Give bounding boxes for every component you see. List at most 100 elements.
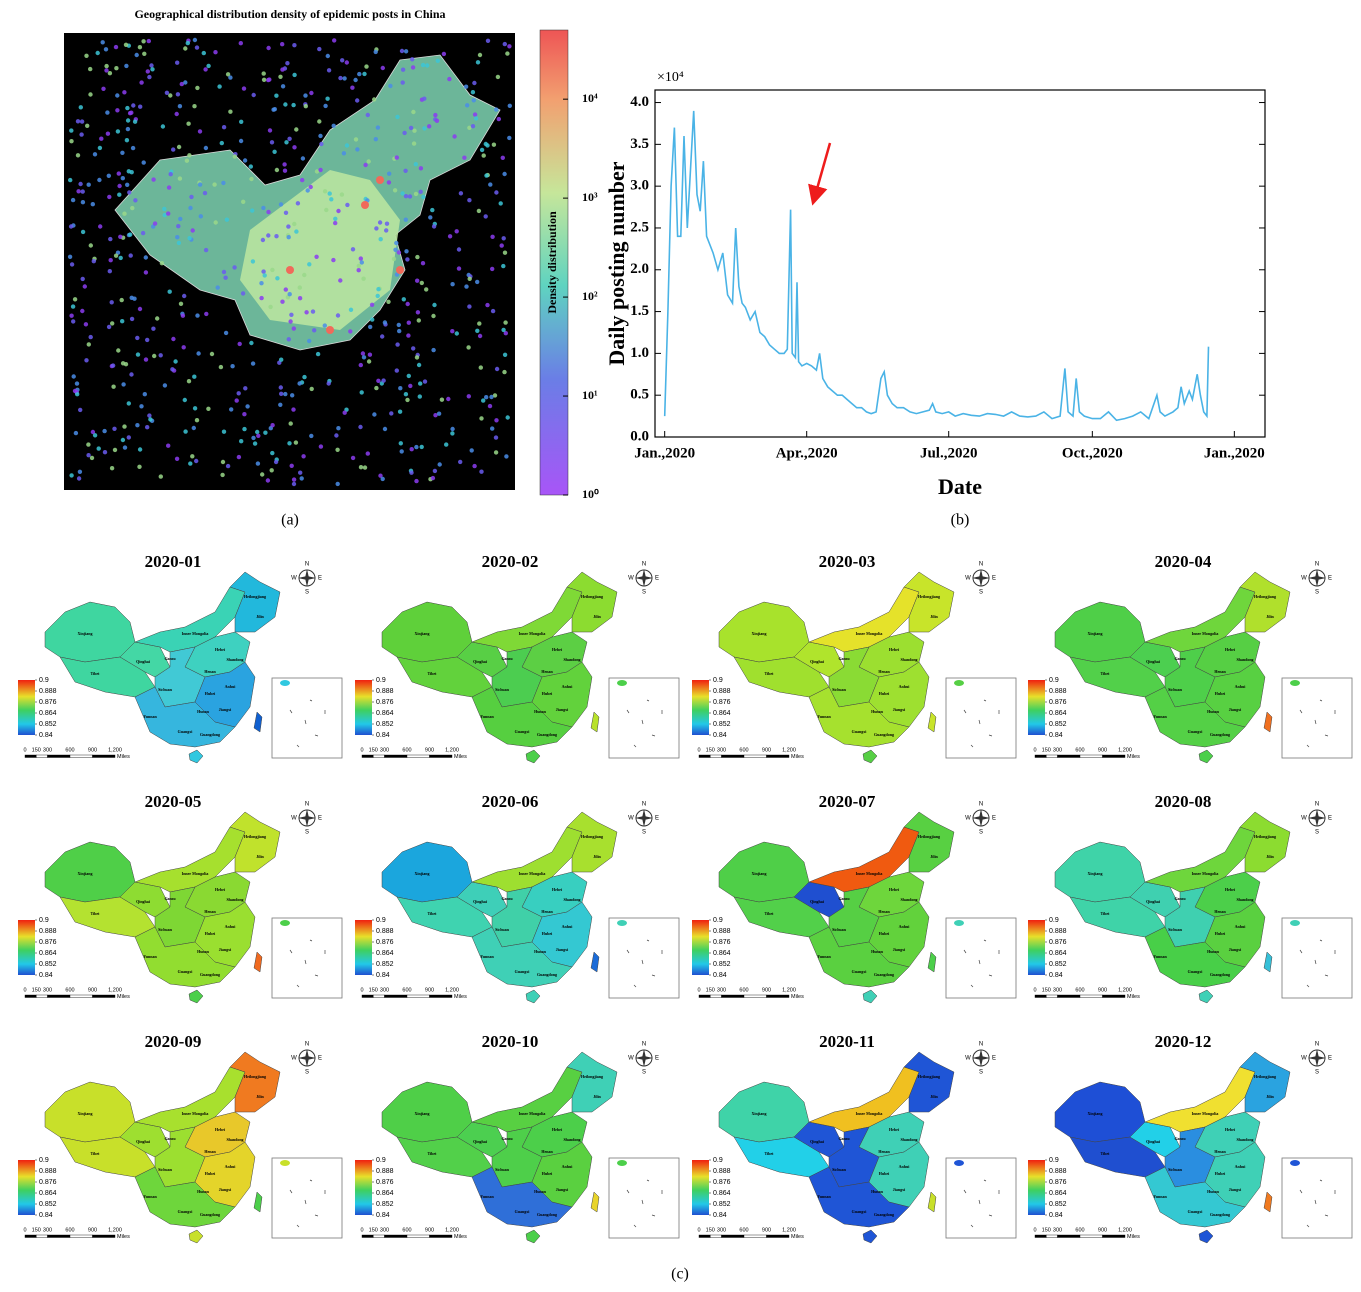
legend-tick-label: 0.852 (39, 961, 57, 968)
density-hex (499, 243, 504, 248)
density-hex (270, 423, 275, 428)
province-label: Heilongjiang (244, 594, 266, 599)
density-hex (137, 464, 142, 469)
density-hex (507, 135, 512, 141)
density-hex (188, 461, 193, 466)
province-label: Heilongjiang (1254, 834, 1276, 839)
density-hex (323, 103, 328, 109)
density-hex (195, 313, 200, 318)
map-region (1144, 1166, 1246, 1228)
density-hex (376, 287, 381, 292)
density-hex (396, 250, 402, 255)
legend-tick-label: 0.864 (39, 710, 57, 717)
density-hex (495, 74, 501, 80)
province-label: Hunan (871, 1189, 884, 1194)
density-hex (325, 96, 330, 101)
scale-label: 0 (360, 1227, 363, 1233)
scale-label: 300 (380, 987, 389, 993)
density-hex (395, 114, 400, 120)
scale-label: 300 (717, 987, 726, 993)
colorbar-tick-label: 10⁴ (582, 91, 598, 105)
scale-label: 0 (1033, 987, 1036, 993)
density-hex (250, 208, 255, 213)
density-hex (417, 394, 422, 399)
province-label: Jilin (930, 1094, 938, 1099)
scale-label: 300 (1053, 1227, 1062, 1233)
scale-label: 150 (706, 987, 715, 993)
scale-segment (69, 754, 93, 758)
province-label: Qinghai (1146, 899, 1161, 904)
inset-islands (626, 699, 663, 748)
density-hex (335, 447, 340, 452)
province-label: Xinjiang (78, 871, 93, 876)
density-hex (122, 424, 127, 429)
map-region (862, 749, 878, 764)
map-title: 2020-04 (1155, 552, 1212, 571)
province-label: Qinghai (473, 1139, 488, 1144)
density-hex (125, 118, 131, 123)
density-hex (475, 279, 480, 285)
scale-segment (1046, 994, 1058, 998)
province-label: Jilin (1266, 854, 1274, 859)
legend-tick-label: 0.9 (713, 1157, 723, 1164)
compass-star (635, 1049, 653, 1067)
density-hex (324, 207, 329, 213)
province-label: Xinjiang (1088, 1111, 1103, 1116)
scale-label: 300 (717, 1227, 726, 1233)
density-hex (498, 201, 503, 206)
compass-letter: E (992, 576, 996, 582)
map-title: 2020-10 (482, 1032, 539, 1051)
province-label: Shandong (1236, 1137, 1253, 1142)
scale-label: 150 (32, 987, 41, 993)
density-hex (447, 234, 453, 239)
compass-letter: E (318, 576, 322, 582)
density-hex (472, 463, 477, 469)
province-label: Guangdong (200, 972, 220, 977)
density-hex (116, 171, 122, 176)
density-hex (175, 235, 180, 240)
province-label: Guangdong (874, 732, 894, 737)
density-hex (88, 92, 93, 97)
province-label: Hebei (889, 1127, 900, 1132)
china-map: Xinjiang Tibet Qinghai Inner Mongolia Heilon… (381, 1051, 618, 1244)
compass-letter: N (642, 562, 646, 568)
density-hex (177, 176, 183, 181)
density-hex (183, 429, 188, 434)
density-hex (103, 47, 109, 52)
province-label: Xinjiang (752, 871, 767, 876)
density-hex (189, 194, 194, 200)
inset-box (271, 917, 343, 999)
scale-unit: Miles (791, 1234, 804, 1240)
density-hex (368, 324, 373, 330)
scale-label: 1,200 (108, 987, 122, 993)
density-hex (470, 124, 476, 129)
scale-label: 600 (65, 747, 74, 753)
scale-label: 600 (65, 1227, 74, 1233)
y-tick-label: 2.5 (630, 219, 649, 235)
scale-segment (698, 754, 711, 758)
inset-land (954, 1160, 964, 1166)
province-label: Hebei (552, 887, 563, 892)
density-hex (88, 334, 93, 340)
density-hex (274, 234, 279, 239)
legend-tick-label: 0.888 (39, 1168, 57, 1175)
province-label: Gansu (501, 656, 513, 661)
scale-label: 150 (1042, 747, 1051, 753)
scale-segment (69, 1234, 93, 1238)
scale-label: 900 (762, 1227, 771, 1233)
density-hex (418, 166, 424, 171)
density-hex (289, 312, 294, 317)
legend-tick-label: 0.852 (1049, 961, 1067, 968)
scale-label: 1,200 (1118, 747, 1132, 753)
compass-letter: S (1315, 590, 1319, 596)
density-hex (410, 65, 416, 70)
density-hex (502, 41, 507, 47)
density-hex (400, 80, 405, 85)
legend-tick-label: 0.888 (713, 928, 731, 935)
legend-tick-label: 0.9 (1049, 1157, 1059, 1164)
scale-segment (361, 754, 374, 758)
province-label: Jilin (593, 854, 601, 859)
density-hex (334, 433, 339, 438)
density-hex (338, 278, 343, 283)
density-hex (505, 51, 510, 56)
